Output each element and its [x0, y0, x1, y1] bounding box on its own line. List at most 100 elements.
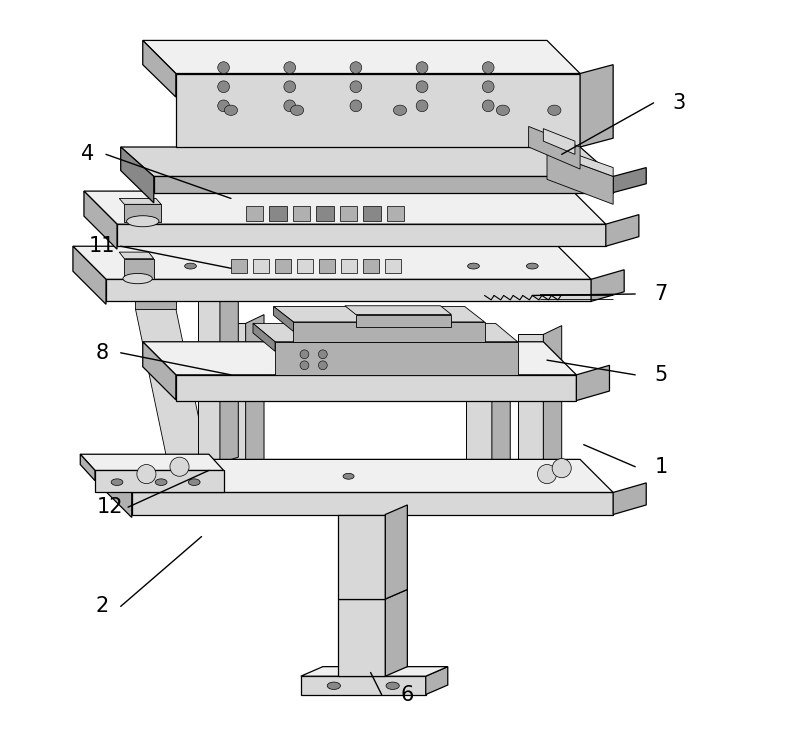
Polygon shape	[209, 354, 224, 401]
Circle shape	[170, 457, 189, 476]
Ellipse shape	[327, 682, 341, 689]
Circle shape	[538, 465, 557, 484]
Polygon shape	[135, 309, 209, 467]
Circle shape	[284, 81, 296, 93]
Polygon shape	[386, 589, 407, 676]
Polygon shape	[98, 459, 132, 517]
Ellipse shape	[188, 479, 200, 486]
Polygon shape	[613, 483, 646, 514]
Polygon shape	[142, 40, 176, 97]
Ellipse shape	[111, 479, 123, 486]
Ellipse shape	[394, 105, 406, 115]
Polygon shape	[274, 306, 485, 322]
Polygon shape	[386, 259, 402, 273]
Polygon shape	[363, 206, 381, 220]
Polygon shape	[246, 315, 264, 492]
Text: 7: 7	[654, 284, 667, 304]
Polygon shape	[176, 360, 209, 401]
Polygon shape	[316, 206, 334, 220]
Ellipse shape	[468, 263, 479, 269]
Text: 1: 1	[654, 456, 667, 477]
Text: 4: 4	[81, 144, 94, 165]
Polygon shape	[338, 514, 386, 599]
Ellipse shape	[526, 263, 538, 269]
Polygon shape	[220, 323, 246, 492]
Polygon shape	[356, 315, 451, 327]
Polygon shape	[98, 459, 613, 492]
Text: 12: 12	[97, 497, 123, 517]
Polygon shape	[547, 152, 613, 204]
Polygon shape	[117, 224, 606, 246]
Polygon shape	[135, 298, 176, 309]
Polygon shape	[80, 454, 95, 481]
Polygon shape	[142, 342, 576, 375]
Polygon shape	[73, 246, 591, 279]
Circle shape	[318, 350, 327, 359]
Polygon shape	[231, 259, 247, 273]
Circle shape	[350, 62, 362, 74]
Polygon shape	[591, 270, 624, 301]
Polygon shape	[492, 377, 510, 492]
Polygon shape	[547, 144, 613, 176]
Circle shape	[137, 465, 156, 484]
Polygon shape	[176, 375, 576, 401]
Polygon shape	[124, 259, 154, 279]
Circle shape	[350, 100, 362, 112]
Ellipse shape	[496, 105, 510, 115]
Ellipse shape	[185, 263, 197, 269]
Polygon shape	[84, 191, 117, 249]
Polygon shape	[466, 386, 492, 492]
Circle shape	[350, 81, 362, 93]
Polygon shape	[84, 191, 606, 224]
Polygon shape	[580, 65, 613, 147]
Text: 11: 11	[89, 236, 115, 257]
Polygon shape	[518, 334, 543, 474]
Polygon shape	[119, 198, 161, 204]
Polygon shape	[340, 206, 358, 220]
Polygon shape	[124, 204, 161, 222]
Polygon shape	[95, 470, 224, 492]
Polygon shape	[426, 667, 448, 695]
Circle shape	[218, 62, 230, 74]
Ellipse shape	[224, 105, 238, 115]
Polygon shape	[132, 492, 613, 514]
Polygon shape	[345, 306, 451, 315]
Circle shape	[284, 100, 296, 112]
Ellipse shape	[386, 682, 399, 689]
Polygon shape	[543, 129, 575, 154]
Polygon shape	[80, 454, 224, 470]
Polygon shape	[301, 676, 426, 695]
Polygon shape	[73, 246, 106, 304]
Polygon shape	[253, 323, 275, 351]
Polygon shape	[338, 599, 386, 676]
Polygon shape	[342, 259, 358, 273]
Circle shape	[218, 100, 230, 112]
Polygon shape	[301, 667, 448, 676]
Text: 5: 5	[654, 365, 667, 385]
Polygon shape	[275, 259, 291, 273]
Circle shape	[416, 100, 428, 112]
Polygon shape	[253, 323, 518, 342]
Polygon shape	[142, 342, 176, 400]
Polygon shape	[121, 147, 154, 203]
Polygon shape	[576, 365, 610, 401]
Polygon shape	[246, 206, 263, 220]
Polygon shape	[274, 306, 294, 331]
Circle shape	[482, 62, 494, 74]
Circle shape	[300, 350, 309, 359]
Text: 3: 3	[673, 93, 686, 113]
Circle shape	[482, 81, 494, 93]
Polygon shape	[275, 342, 518, 375]
Circle shape	[318, 361, 327, 370]
Polygon shape	[154, 176, 613, 193]
Circle shape	[416, 81, 428, 93]
Polygon shape	[606, 215, 639, 246]
Polygon shape	[529, 126, 580, 169]
Polygon shape	[119, 252, 154, 259]
Polygon shape	[613, 168, 646, 193]
Polygon shape	[142, 40, 580, 74]
Ellipse shape	[343, 473, 354, 479]
Text: 6: 6	[401, 684, 414, 705]
Polygon shape	[198, 279, 220, 463]
Ellipse shape	[123, 273, 152, 284]
